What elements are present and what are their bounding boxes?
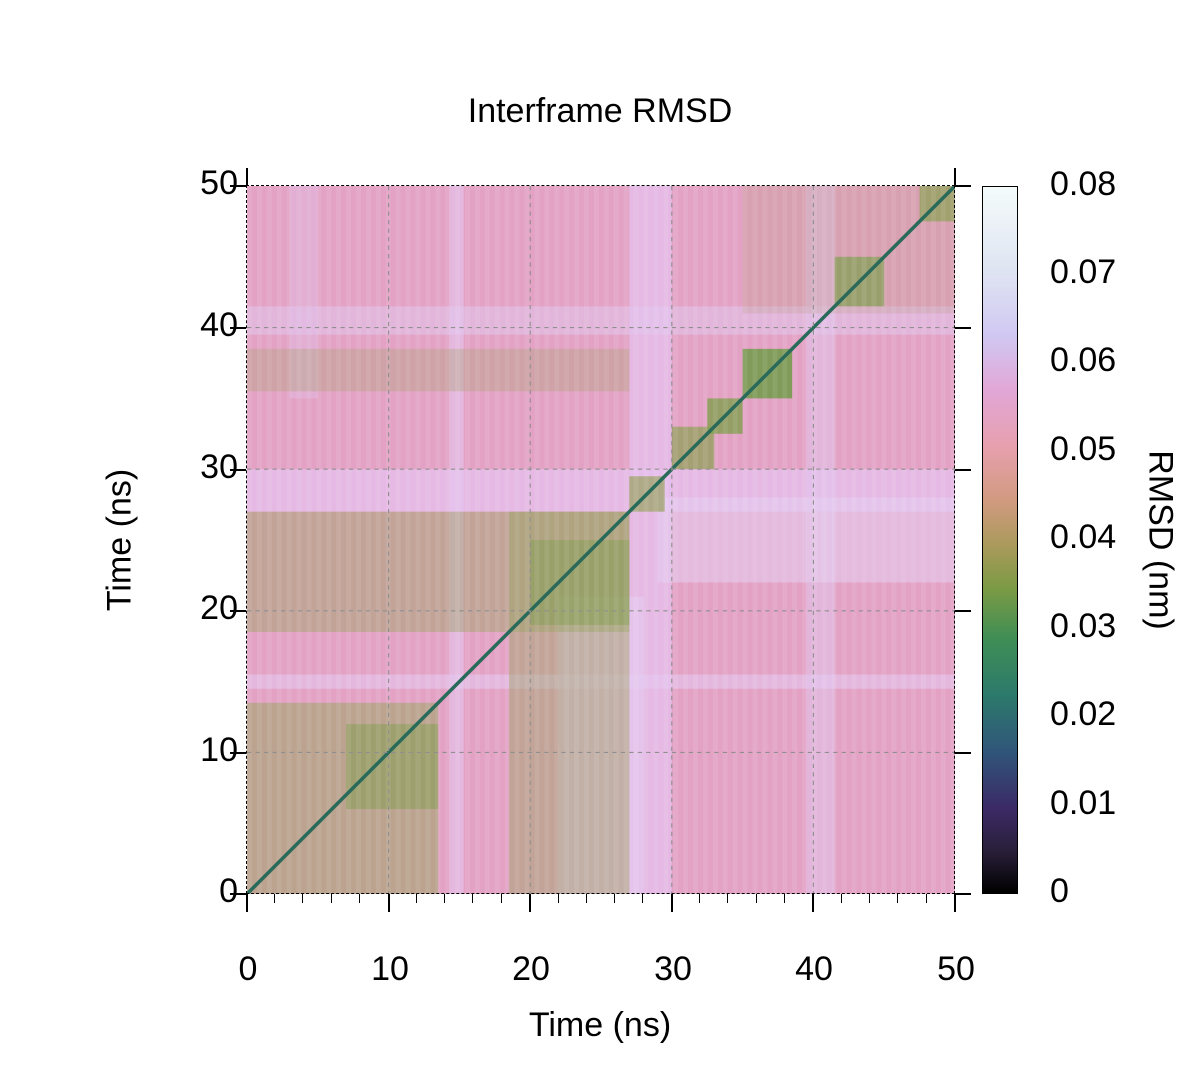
colorbar-tick-label: 0.06 (1050, 341, 1117, 379)
heatmap-cells (247, 186, 955, 894)
colorbar-tick-label: 0.02 (1050, 695, 1117, 733)
x-tick-label: 40 (795, 950, 833, 988)
colorbar-tick-label: 0.08 (1050, 165, 1117, 203)
heatmap-plot-area (247, 186, 955, 894)
x-tick-label: 50 (937, 950, 975, 988)
colorbar-label: RMSD (nm) (1141, 450, 1180, 630)
y-tick-label: 20 (200, 589, 238, 627)
y-axis-label: Time (ns) (100, 468, 139, 612)
y-tick-label: 30 (200, 448, 238, 486)
y-tick-label: 50 (200, 164, 238, 202)
x-tick-label: 30 (654, 950, 692, 988)
colorbar-tick-label: 0.05 (1050, 430, 1117, 468)
x-tick-label: 20 (512, 950, 550, 988)
y-tick-label: 0 (219, 872, 238, 910)
x-axis-label: Time (ns) (528, 1006, 672, 1044)
colorbar-tick-label: 0.07 (1050, 253, 1117, 291)
x-tick-label: 10 (371, 950, 409, 988)
colorbar-tick-label: 0.01 (1050, 784, 1117, 822)
colorbar (982, 186, 1018, 894)
colorbar-tick-label: 0.03 (1050, 607, 1117, 645)
y-tick-label: 10 (200, 731, 238, 769)
chart-title: Interframe RMSD (467, 92, 733, 130)
x-tick-label: 0 (238, 950, 258, 988)
colorbar-tick-label: 0.04 (1050, 518, 1117, 556)
colorbar-tick-label: 0 (1050, 872, 1069, 910)
y-tick-label: 40 (200, 306, 238, 344)
